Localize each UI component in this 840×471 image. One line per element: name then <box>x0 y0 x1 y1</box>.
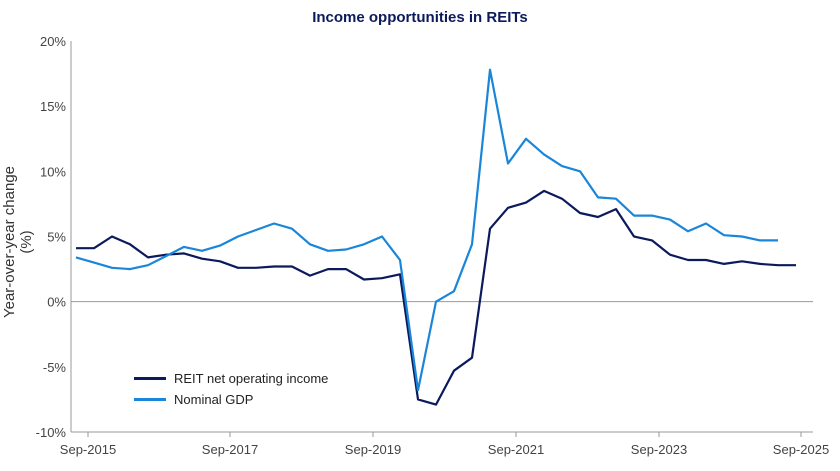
legend-item-reit-noi: REIT net operating income <box>134 368 328 389</box>
x-tick-label: Sep-2017 <box>202 442 258 457</box>
y-tick-label: 20% <box>40 34 66 49</box>
x-tick-label: Sep-2023 <box>631 442 687 457</box>
x-tick-label: Sep-2025 <box>773 442 829 457</box>
x-tick-label: Sep-2019 <box>345 442 401 457</box>
x-tick-label: Sep-2021 <box>488 442 544 457</box>
y-tick-label: 0% <box>47 295 66 310</box>
x-tick-label: Sep-2015 <box>60 442 116 457</box>
legend-swatch-reit-noi <box>134 377 166 380</box>
nominal-gdp-line <box>75 68 778 392</box>
legend-item-nominal-gdp: Nominal GDP <box>134 389 328 410</box>
y-tick-label: 10% <box>40 164 66 179</box>
y-tick-label: -5% <box>43 360 67 375</box>
axes: 20% 15% 10% 5% 0% -5% -10% Sep-2015 Sep-2017 Sep-… <box>36 34 830 457</box>
legend-label: Nominal GDP <box>174 392 254 407</box>
legend: REIT net operating income Nominal GDP <box>134 368 328 410</box>
series-lines <box>75 68 796 406</box>
reit-noi-line <box>76 189 796 406</box>
y-tick-label: 15% <box>40 99 66 114</box>
y-tick-label: 5% <box>47 230 66 245</box>
chart-title: Income opportunities in REITs <box>312 9 528 26</box>
y-tick-label: -10% <box>36 425 67 440</box>
legend-label: REIT net operating income <box>174 371 329 386</box>
legend-swatch-nominal-gdp <box>134 398 166 401</box>
